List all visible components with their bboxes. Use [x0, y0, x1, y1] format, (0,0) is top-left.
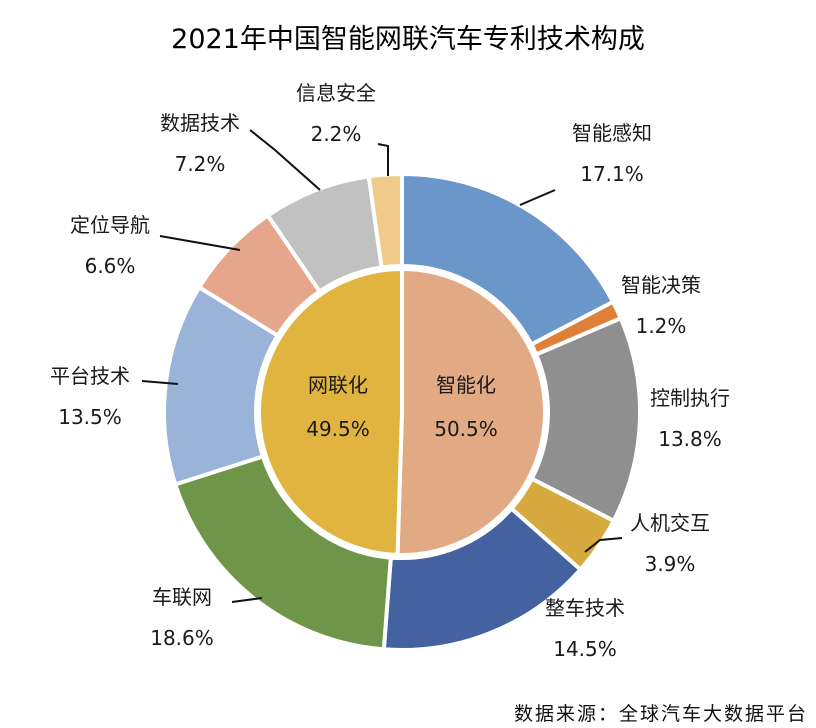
outer-ring — [162, 171, 642, 652]
slice-label: 控制执行 — [650, 386, 730, 410]
inner-slice-0 — [395, 266, 547, 557]
slice-label: 智能感知 — [572, 121, 652, 145]
slice-value-label: 14.5% — [553, 637, 617, 661]
slice-value-label: 6.6% — [85, 254, 136, 278]
outer-slice-0 — [400, 171, 616, 348]
slice-label: 平台技术 — [50, 364, 130, 388]
slice-label: 智能决策 — [621, 273, 701, 297]
leader-line — [141, 380, 179, 385]
slice-value-label: 7.2% — [175, 152, 226, 176]
inner-slice-1 — [257, 266, 404, 557]
leader-lines — [141, 129, 623, 603]
slice-label: 整车技术 — [545, 596, 625, 620]
slice-value-label: 13.5% — [58, 405, 122, 429]
inner-slice-value-label: 50.5% — [434, 417, 498, 441]
leader-line — [249, 129, 321, 191]
slice-label: 定位导航 — [70, 213, 150, 237]
source-note: 数据来源：全球汽车大数据平台 — [514, 703, 808, 725]
slice-label: 车联网 — [152, 585, 212, 609]
leader-line — [159, 235, 241, 251]
slice-value-label: 3.9% — [645, 552, 696, 576]
slice-label: 数据技术 — [160, 111, 240, 135]
outer-slice-9 — [366, 171, 404, 270]
slice-value-label: 13.8% — [658, 427, 722, 451]
inner-slice-value-label: 49.5% — [306, 417, 370, 441]
slice-label: 人机交互 — [630, 511, 710, 535]
slice-label: 信息安全 — [296, 81, 376, 105]
slice-value-label: 18.6% — [150, 626, 214, 650]
inner-slice-label: 智能化 — [436, 373, 496, 397]
inner-slice-label: 网联化 — [308, 373, 368, 397]
slice-labels: 智能感知 17.1% 智能决策 1.2% 控制执行 13.8% 人机交互 3.9% 整车技术 14… — [50, 81, 730, 661]
leader-line — [584, 537, 623, 553]
inner-ring — [257, 266, 547, 557]
chart-title: 2021年中国智能网联汽车专利技术构成 — [171, 24, 645, 55]
leader-line — [519, 189, 556, 206]
slice-value-label: 17.1% — [580, 162, 644, 186]
leader-line — [377, 143, 389, 176]
slice-value-label: 2.2% — [311, 122, 362, 146]
slice-value-label: 1.2% — [636, 314, 687, 338]
leader-line — [231, 597, 263, 603]
